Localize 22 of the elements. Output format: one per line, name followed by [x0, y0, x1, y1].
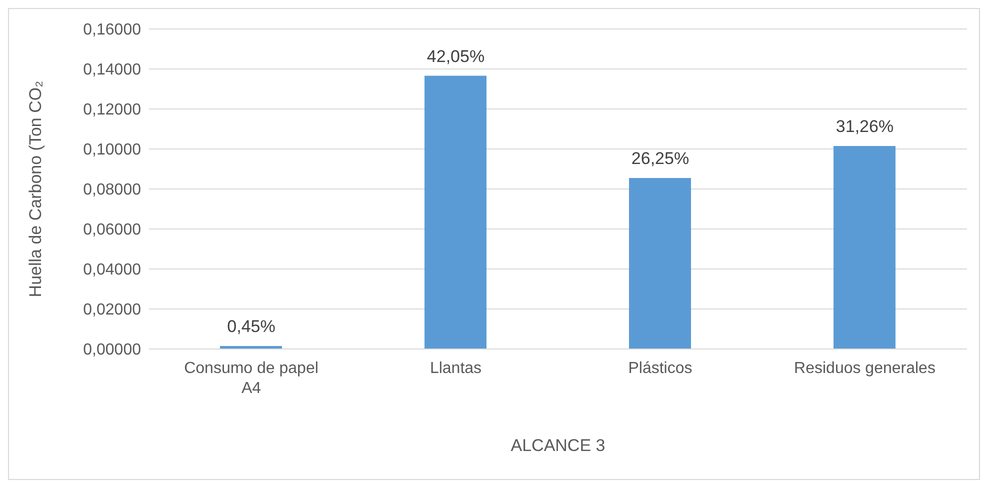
y-tick-label: 0,14000 — [83, 62, 142, 79]
y-tick-label: 0,08000 — [83, 182, 142, 199]
x-tick-label: Plásticos — [628, 360, 692, 377]
y-tick-label: 0,00000 — [83, 342, 142, 359]
y-tick-label: 0,10000 — [83, 142, 142, 159]
bar — [629, 178, 691, 349]
bar — [834, 146, 896, 349]
bar — [424, 76, 486, 349]
annotation: 0,45% — [227, 317, 276, 336]
x-tick-label: Residuos generales — [794, 360, 936, 377]
y-axis-title: Huella de Carbono (Ton CO₂ — [26, 80, 45, 298]
x-tick-label: Llantas — [430, 360, 482, 377]
annotation: 26,25% — [631, 149, 690, 168]
annotation: 42,05% — [426, 46, 485, 66]
y-tick-label: 0,04000 — [83, 262, 142, 279]
y-tick-label: 0,16000 — [83, 22, 142, 39]
y-tick-label: 0,02000 — [83, 302, 142, 319]
y-tick-label: 0,12000 — [83, 102, 142, 119]
annotation: 31,26% — [836, 117, 894, 136]
y-tick-label: 0,06000 — [83, 222, 142, 239]
x-tick-label: Consumo de papel A4 — [184, 360, 318, 397]
x-axis-title: ALCANCE 3 — [510, 436, 606, 455]
